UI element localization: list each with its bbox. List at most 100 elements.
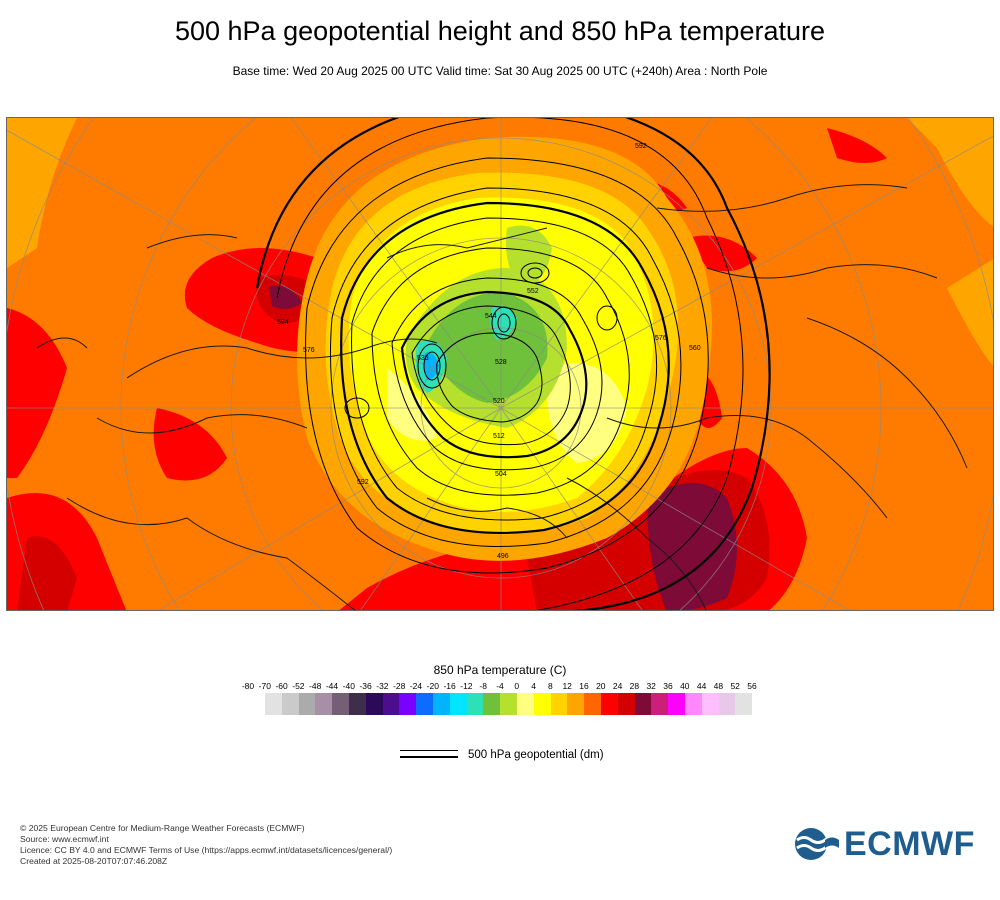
footer: © 2025 European Centre for Medium-Range … — [20, 823, 392, 867]
legend-tick-label: 4 — [531, 681, 536, 691]
contour-label: 504 — [495, 471, 507, 478]
legend-tick-label: -16 — [443, 681, 456, 691]
ecmwf-logo: ECMWF — [794, 825, 984, 863]
footer-licence: Licence: CC BY 4.0 and ECMWF Terms of Us… — [20, 845, 393, 855]
temperature-hot-region — [7, 308, 67, 478]
footer-copyright: © 2025 European Centre for Medium-Range … — [20, 823, 305, 833]
ecmwf-logo-text: ECMWF — [844, 825, 975, 863]
legend-tick-label: 16 — [579, 681, 589, 691]
legend-tick-label: 20 — [596, 681, 606, 691]
legend-tick-label: 52 — [730, 681, 740, 691]
legend-tick-label: 56 — [747, 681, 757, 691]
geopotential-contours-bold — [255, 118, 771, 610]
legend-swatch — [550, 693, 568, 715]
legend-tick-label: -70 — [258, 681, 271, 691]
legend-tick-label: -80 — [241, 681, 255, 691]
legend-swatch — [298, 693, 316, 715]
legend-ticks: -80 -70 -60 -52 -48 -44 -40 -36 -32 -28 -24 -20 -16-… — [0, 681, 1000, 693]
footer-created: Created at 2025-08-20T07:07:46.208Z — [20, 856, 168, 866]
legend-tick-label: 40 — [680, 681, 690, 691]
contour-label: 528 — [495, 359, 507, 366]
legend-colorbar — [265, 693, 753, 715]
legend-tick-label: -28 — [393, 681, 406, 691]
contour-label: 560 — [689, 345, 701, 352]
legend-swatch — [382, 693, 400, 715]
legend-tick-label: 28 — [629, 681, 640, 691]
contour-label: 512 — [493, 433, 505, 440]
contour-label: 576 — [303, 347, 315, 354]
legend-tick-label: -44 — [325, 681, 339, 691]
legend-tick-label: -24 — [409, 681, 423, 691]
temperature-polar-paleyellow — [546, 363, 627, 463]
legend-tick-label: 8 — [548, 681, 553, 691]
contour-label: 544 — [485, 313, 497, 320]
legend-tick-label: -32 — [376, 681, 389, 691]
legend-swatch — [600, 693, 618, 715]
temperature-polar-lime — [506, 225, 552, 288]
legend-tick-label: 32 — [646, 681, 656, 691]
legend-swatch — [449, 693, 467, 715]
chart-title: 500 hPa geopotential height and 850 hPa … — [174, 16, 825, 46]
legend-swatch — [332, 693, 349, 715]
legend-tick-label: -48 — [309, 681, 322, 691]
temperature-patch — [907, 118, 993, 227]
legend-tick-label: -36 — [359, 681, 372, 691]
temperature-hot-region — [827, 128, 887, 163]
contour-label: 592 — [357, 479, 369, 486]
legend-tick-label: 44 — [696, 681, 707, 691]
temperature-polar-green — [427, 292, 548, 403]
legend-swatch — [668, 693, 685, 715]
legend-swatch — [651, 693, 669, 715]
coastlines — [36, 184, 968, 610]
legend-tick-label: -12 — [460, 681, 473, 691]
legend-swatch — [584, 693, 601, 715]
temperature-hot-core — [647, 483, 737, 610]
legend-swatch — [684, 693, 702, 715]
chart-subtitle: Base time: Wed 20 Aug 2025 00 UTC Valid … — [232, 64, 768, 78]
temperature-polar-cyan — [423, 352, 439, 380]
geopotential-contours — [276, 118, 744, 610]
legend-tick-label: -4 — [496, 681, 504, 691]
legend-swatch — [265, 693, 282, 715]
polar-map: 592 576 560 552 544 536 528 520 512 504 … — [6, 117, 994, 611]
legend-swatch — [365, 693, 383, 715]
contour-label: 496 — [497, 553, 509, 560]
legend-swatch — [416, 693, 433, 715]
graticule — [7, 118, 993, 610]
legend-tick-label: 24 — [612, 681, 623, 691]
legend-tick-label: 0 — [514, 681, 520, 691]
ecmwf-logo-icon — [795, 828, 840, 860]
legend-swatch — [701, 693, 719, 715]
temperature-polar-teal — [490, 305, 517, 340]
legend-swatch — [281, 693, 299, 715]
contour-label: 584 — [277, 319, 289, 326]
legend-swatch — [348, 693, 366, 715]
legend-swatch — [466, 693, 484, 715]
legend-swatch — [735, 693, 753, 715]
map-canvas: 592 576 560 552 544 536 528 520 512 504 … — [7, 118, 993, 610]
contour-label: 536 — [417, 355, 429, 362]
legend-tick-label: -8 — [479, 681, 487, 691]
temperature-hot-region — [153, 408, 227, 481]
contour-label: 520 — [493, 398, 505, 405]
legend-swatch — [500, 693, 517, 715]
temperature-hot-core — [269, 285, 302, 309]
footer-source: Source: www.ecmwf.int — [20, 834, 109, 844]
contour-label: 552 — [527, 288, 539, 295]
legend-title: 850 hPa temperature (C) — [433, 663, 567, 677]
legend-swatch — [483, 693, 501, 715]
legend-tick-label: 12 — [562, 681, 572, 691]
legend-swatch — [315, 693, 333, 715]
legend-swatch — [634, 693, 652, 715]
temperature-patch — [7, 118, 77, 268]
contour-key: 500 hPa geopotential (dm) — [400, 745, 760, 769]
contour-key-label: 500 hPa geopotential (dm) — [468, 749, 604, 761]
legend-swatch — [567, 693, 585, 715]
legend-tick-label: -20 — [426, 681, 439, 691]
contour-label: 576 — [655, 335, 667, 342]
legend-swatch — [516, 693, 534, 715]
low-pressure-centres — [344, 262, 618, 419]
contour-key-lines — [400, 750, 458, 764]
legend-swatch — [432, 693, 450, 715]
legend-swatch — [533, 693, 551, 715]
